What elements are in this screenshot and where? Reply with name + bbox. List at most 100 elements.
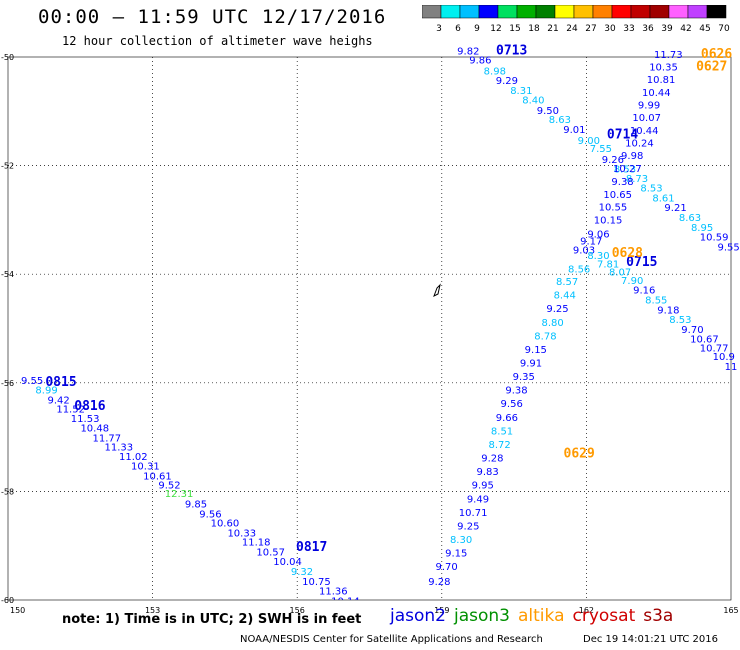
swh-label: 9.01: [563, 125, 585, 136]
color-scale-label: 6: [455, 24, 461, 34]
swh-label: 8.61: [652, 193, 674, 204]
lon-tick-label: 150: [10, 606, 25, 615]
swh-label: 8.99: [35, 386, 57, 397]
swh-label: 9.16: [633, 286, 655, 297]
swh-label: 10.27: [613, 164, 642, 175]
legend-entry-jason2: jason2: [390, 606, 446, 626]
swh-label: 9.25: [546, 304, 568, 315]
color-scale-label: 33: [623, 24, 634, 34]
swh-label: 9.28: [428, 577, 450, 588]
swh-label: 8.63: [679, 213, 701, 224]
swh-label: 8.30: [450, 535, 472, 546]
swh-label: 9.29: [496, 76, 518, 87]
swh-label: 11.36: [319, 587, 348, 598]
swh-label: 9.00: [578, 136, 600, 147]
swh-label: 9.03: [573, 246, 595, 257]
swh-label: 11: [725, 362, 738, 373]
satellite-legend: jason2 jason3 altika cryosat s3a: [390, 606, 681, 626]
swh-label: 9.21: [664, 203, 686, 214]
swh-label: 10.15: [594, 216, 623, 227]
swh-label: 10.07: [632, 113, 661, 124]
swh-label: 10.04: [273, 557, 302, 568]
credit-line: NOAA/NESDIS Center for Satellite Applica…: [240, 634, 543, 645]
swh-label: 9.85: [185, 500, 207, 511]
swh-label: 9.38: [611, 177, 633, 188]
time-stamp-label: 0713: [496, 43, 527, 58]
time-stamp-label: 0628: [612, 246, 643, 261]
color-scale-label: 3: [436, 24, 442, 34]
swh-label: 9.57: [363, 615, 385, 626]
color-scale-label: 18: [528, 24, 540, 34]
lat-tick-label: -50: [1, 53, 14, 62]
swh-label: 8.31: [510, 86, 532, 97]
swh-label: 9.28: [481, 454, 503, 465]
swh-label: 9.15: [445, 549, 467, 560]
swh-label: 9.56: [199, 509, 221, 520]
swh-label: 7.55: [590, 144, 612, 155]
swh-label: 10.61: [143, 471, 172, 482]
swh-label: 9.55: [21, 376, 43, 387]
swh-label: 10.33: [227, 528, 256, 539]
swh-label: 10.65: [603, 190, 632, 201]
swh-label: 10.81: [647, 75, 676, 86]
time-stamp-label: 0715: [626, 255, 657, 270]
swh-label: 10.67: [690, 335, 719, 346]
swh-label: 10.9: [713, 352, 735, 363]
swh-label: 8.56: [568, 265, 590, 276]
swh-label: 10.57: [256, 547, 285, 558]
swh-label: 8.53: [669, 315, 691, 326]
time-stamp-label: 0815: [45, 375, 76, 390]
swh-label: 10.55: [599, 203, 628, 214]
swh-label: 9.25: [457, 521, 479, 532]
lon-tick-label: 153: [145, 606, 160, 615]
swh-label: 8.95: [691, 223, 713, 234]
map-title: 00:00 – 11:59 UTC 12/17/2016: [38, 6, 387, 28]
time-stamp-label: 0626: [701, 47, 732, 62]
swh-label: 11.02: [119, 452, 148, 463]
swh-label: 9.42: [47, 395, 69, 406]
lat-tick-label: -52: [1, 162, 14, 171]
generated-timestamp: Dec 19 14:01:21 UTC 2016: [583, 634, 718, 645]
swh-label: 9.35: [513, 372, 535, 383]
map-subtitle: 12 hour collection of altimeter wave hei…: [62, 34, 373, 48]
time-stamp-label: 0629: [564, 447, 595, 462]
swh-label: 8.30: [587, 251, 609, 262]
swh-label: 10.14: [331, 596, 360, 607]
swh-label: 8.51: [491, 426, 513, 437]
color-scale-label: 39: [661, 24, 673, 34]
lat-tick-label: -60: [1, 596, 14, 605]
lon-tick-label: 162: [579, 606, 594, 615]
swh-label: 8.07: [609, 267, 631, 278]
swh-label: 8.55: [645, 296, 667, 307]
swh-label: 10.77: [700, 343, 729, 354]
island-outline: [433, 283, 441, 298]
swh-label: 11.77: [92, 433, 121, 444]
swh-label: 11.33: [105, 443, 134, 454]
swh-label: 10.60: [211, 519, 240, 530]
color-swatch: [706, 5, 727, 19]
swh-label: 9.26: [602, 155, 624, 166]
swh-label: 8.63: [549, 115, 571, 126]
swh-label: 9.83: [476, 467, 498, 478]
swh-label: 8.40: [522, 96, 544, 107]
swh-label: 8.57: [556, 277, 578, 288]
swh-label: 9.82: [457, 46, 479, 57]
swh-label: 9.17: [580, 236, 602, 247]
color-scale-label: 9: [474, 24, 480, 34]
color-scale-label: 21: [547, 24, 558, 34]
swh-label: 11.52: [56, 405, 85, 416]
track-layer: 9.558.999.4211.5211.5310.4811.7711.3311.…: [21, 43, 740, 626]
swh-label: 10.24: [625, 139, 654, 150]
swh-label: 8.72: [489, 440, 511, 451]
swh-label: 8.98: [484, 66, 506, 77]
time-stamp-label: 0816: [74, 399, 105, 414]
swh-label: 9.52: [158, 481, 180, 492]
swh-label: 10.48: [80, 424, 109, 435]
swh-label: 9.86: [469, 56, 491, 67]
swh-label: 10.35: [649, 63, 678, 74]
swh-label: 9.15: [525, 345, 547, 356]
swh-label: 10.44: [642, 88, 671, 99]
color-scale-label: 30: [604, 24, 616, 34]
